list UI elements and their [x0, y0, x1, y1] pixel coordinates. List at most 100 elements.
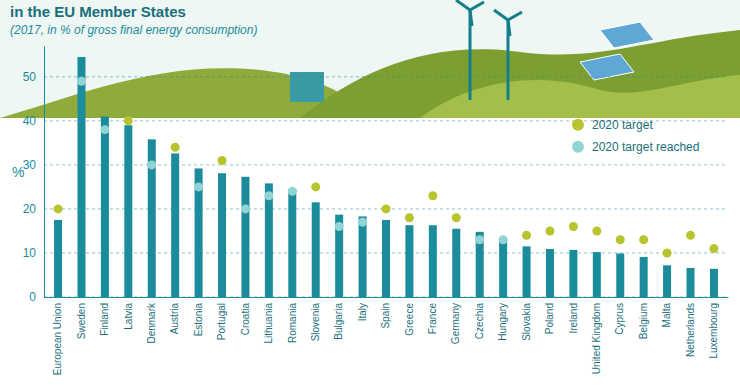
bar	[148, 139, 156, 297]
target-dot	[452, 213, 461, 222]
y-axis-line	[44, 47, 45, 298]
target-dot	[311, 182, 320, 191]
tick: 50	[23, 70, 44, 84]
bar	[335, 215, 343, 297]
tick-label: Italy	[357, 303, 368, 321]
tick-label: Sweden	[76, 303, 87, 339]
target-dot	[264, 191, 273, 200]
bar	[429, 225, 437, 297]
tick-label: Hungary	[497, 303, 508, 341]
tick: Czechia	[474, 297, 485, 339]
tick: Netherlands	[685, 297, 696, 357]
title: in the EU Member States	[10, 3, 186, 20]
legend-marker	[572, 141, 584, 153]
solar-icon	[580, 54, 634, 80]
tick-label: Malta	[661, 303, 672, 328]
tick-label: France	[427, 303, 438, 335]
tick: Malta	[661, 297, 672, 327]
tick: Denmark	[146, 297, 157, 344]
tick-label: Czechia	[474, 303, 485, 340]
target-dot	[522, 231, 531, 240]
target-dot	[545, 226, 554, 235]
target-dot	[171, 143, 180, 152]
bar	[569, 250, 577, 297]
plot: 01020304050European UnionSwedenFinlandLa…	[23, 47, 729, 376]
tick: Croatia	[240, 297, 251, 335]
tick-label: Netherlands	[685, 303, 696, 357]
tick: Sweden	[76, 297, 87, 339]
bar	[710, 269, 718, 297]
bar	[124, 125, 132, 297]
target-dot	[405, 213, 414, 222]
turbine-icon	[494, 10, 522, 36]
bar	[77, 57, 85, 297]
tick-label: 20	[23, 202, 37, 216]
target-dot	[288, 187, 297, 196]
turbine-icon	[456, 0, 484, 26]
tick-label: United Kingdom	[591, 303, 602, 374]
tick: Lithuania	[263, 297, 274, 344]
tick: Italy	[357, 297, 368, 321]
tick: Finland	[99, 297, 110, 336]
bar	[405, 225, 413, 297]
grid	[44, 77, 728, 297]
tick-label: Denmark	[146, 302, 157, 344]
tick-label: Bulgaria	[333, 303, 344, 340]
tick-label: Latvia	[123, 303, 134, 330]
tick: United Kingdom	[591, 297, 602, 374]
tick-label: Slovakia	[521, 303, 532, 341]
tick: 20	[23, 202, 44, 216]
tick-label: Romania	[287, 303, 298, 343]
tick: Luxembourg	[708, 297, 719, 359]
bar	[476, 232, 484, 297]
tick-label: European Union	[52, 303, 63, 375]
tick: Belgium	[638, 297, 649, 339]
grid-line	[44, 164, 728, 165]
target-dot	[54, 204, 63, 213]
tick: Spain	[380, 297, 391, 329]
target-dot	[218, 156, 227, 165]
bar	[54, 220, 62, 297]
bar	[640, 257, 648, 297]
subtitle: (2017, in % of gross final energy consum…	[10, 23, 257, 37]
tick: Estonia	[193, 297, 204, 336]
tick-label: Cyprus	[614, 303, 625, 335]
target-dot	[382, 204, 391, 213]
legend-label: 2020 target	[592, 118, 653, 132]
target-dot	[663, 248, 672, 257]
tick-label: Slovenia	[310, 303, 321, 342]
target-dot	[428, 191, 437, 200]
target-dot	[616, 235, 625, 244]
tick: Slovakia	[521, 297, 532, 341]
sky	[0, 0, 740, 118]
tick-label: Greece	[404, 303, 415, 336]
hill	[420, 75, 740, 118]
target-dot	[194, 182, 203, 191]
target-dot	[124, 116, 133, 125]
tick-label: 10	[23, 246, 37, 260]
tick: Austria	[169, 297, 180, 334]
bar	[382, 220, 390, 297]
legend-marker	[572, 119, 584, 131]
bar	[452, 229, 460, 297]
tick: European Union	[52, 297, 63, 375]
series	[77, 77, 508, 245]
tick-label: 40	[23, 114, 37, 128]
tick: 10	[23, 246, 44, 260]
bar	[265, 183, 273, 297]
tick-label: Ireland	[568, 303, 579, 334]
solar-icon	[600, 22, 654, 48]
target-dot	[147, 160, 156, 169]
tick: Bulgaria	[333, 297, 344, 340]
tick-label: 30	[23, 158, 37, 172]
legend-label: 2020 target reached	[592, 140, 699, 154]
tick-label: Spain	[380, 303, 391, 329]
background	[0, 0, 740, 389]
hill	[300, 30, 740, 118]
bar	[241, 177, 249, 297]
series	[54, 57, 718, 297]
target-dot	[639, 235, 648, 244]
bar	[523, 246, 531, 297]
bar	[312, 202, 320, 297]
marks	[54, 57, 719, 297]
